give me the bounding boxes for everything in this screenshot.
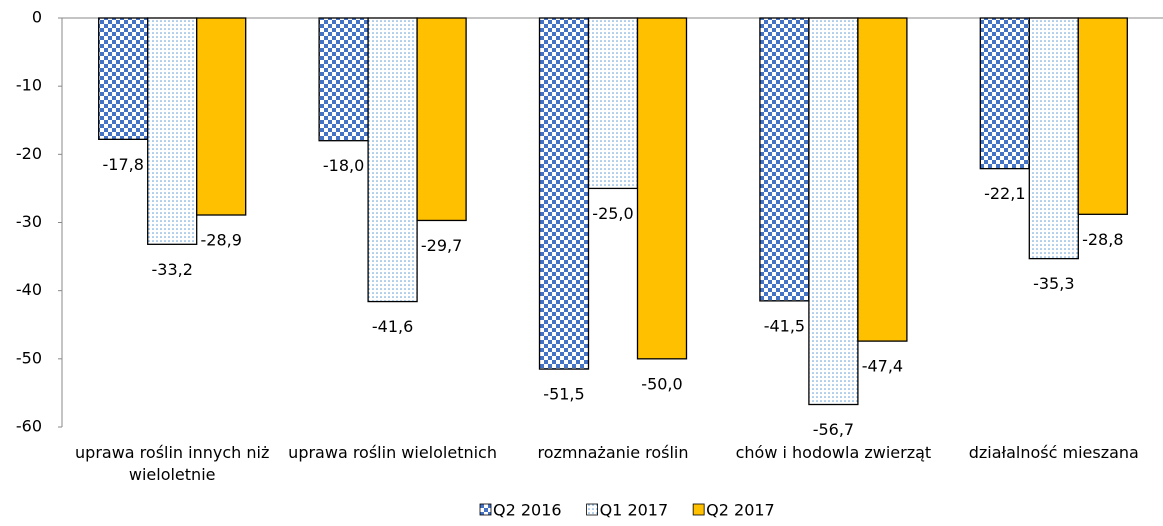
value-label: -17,8 [102, 155, 143, 174]
legend-label: Q2 2017 [706, 501, 775, 520]
bar [318, 17, 369, 142]
legend-label: Q2 2016 [493, 501, 562, 520]
y-tick-label: -50 [16, 348, 42, 367]
legend-label: Q1 2017 [600, 501, 669, 520]
value-label: -28,9 [200, 231, 241, 250]
value-label: -29,7 [421, 236, 462, 255]
value-label: -50,0 [641, 374, 682, 393]
value-label: -47,4 [862, 357, 903, 376]
x-tick-label: uprawa roślin wieloletnich [288, 443, 497, 462]
bar [538, 17, 590, 370]
value-label: -41,5 [764, 316, 805, 335]
bar [979, 17, 1030, 170]
bar [1028, 17, 1079, 260]
bar [857, 17, 908, 342]
value-label: -51,5 [543, 385, 584, 404]
bar [636, 17, 688, 360]
bar [367, 17, 418, 303]
x-tick-label: uprawa roślin innych niż wieloletnie [75, 443, 270, 484]
bar [759, 17, 810, 302]
bar [587, 17, 639, 190]
legend-swatch [692, 503, 705, 516]
bar [1077, 17, 1128, 215]
y-tick-label: -40 [16, 280, 42, 299]
x-tick-label: działalność mieszana [968, 443, 1139, 462]
value-label: -25,0 [592, 204, 633, 223]
value-label: -35,3 [1033, 274, 1074, 293]
value-label: -18,0 [323, 156, 364, 175]
bar [196, 17, 247, 216]
value-label: -28,8 [1082, 230, 1123, 249]
legend-swatch [479, 503, 492, 516]
y-tick-label: -30 [16, 212, 42, 231]
value-label: -56,7 [813, 420, 854, 439]
bar [147, 17, 198, 245]
x-tick-label: chów i hodowla zwierząt [735, 443, 932, 462]
value-label: -33,2 [151, 260, 192, 279]
y-tick-label: -20 [16, 144, 42, 163]
value-label: -22,1 [984, 184, 1025, 203]
y-tick-label: -60 [16, 417, 42, 436]
bar [98, 17, 149, 140]
y-tick-label: -10 [16, 76, 42, 95]
value-label: -41,6 [372, 317, 413, 336]
x-tick-label: rozmnażanie roślin [537, 443, 689, 462]
y-tick-label: 0 [32, 8, 42, 27]
legend-swatch [586, 503, 598, 516]
bar [416, 17, 467, 222]
bar [808, 17, 859, 406]
